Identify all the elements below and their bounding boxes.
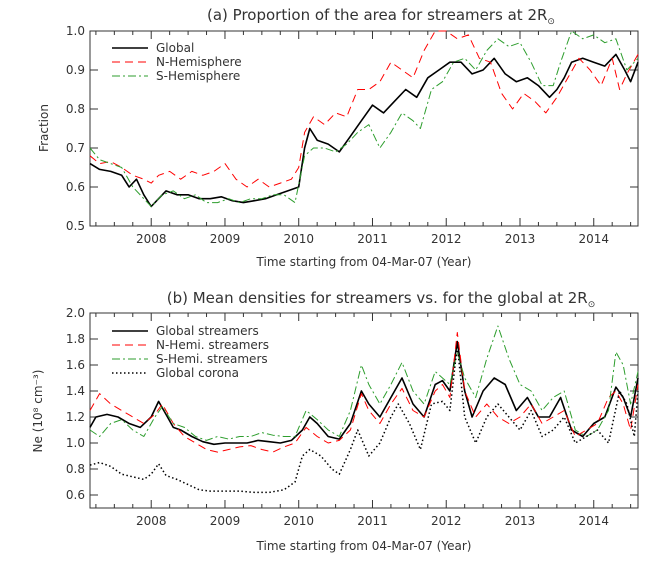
panel-a-xtick-label: 2010 (283, 232, 314, 246)
panel-a-ytick-label: 0.5 (66, 219, 85, 233)
panel-a-xtick-label: 2008 (136, 232, 167, 246)
panel-a-ytick-label: 0.8 (66, 102, 85, 116)
panel-a-ytick-label: 0.7 (66, 141, 85, 155)
panel-b-title: (b) Mean densities for streamers vs. for… (167, 289, 596, 310)
panel-a-xtick-label: 2011 (357, 232, 388, 246)
panel-b-series-1-line (89, 340, 639, 446)
panel-b-xtick-label: 2012 (431, 514, 462, 528)
panel-a-ylabel: Fraction (37, 104, 51, 152)
panel-a-ytick-label: 0.9 (66, 63, 85, 77)
panel-b-series-4-line (89, 344, 639, 494)
panel-b-xlabel: Time starting from 04-Mar-07 (Year) (256, 539, 472, 553)
panel-a-frame (89, 30, 639, 227)
panel-b-ytick-label: 2.0 (66, 306, 85, 320)
panel-b-ytick-label: 1.4 (66, 384, 85, 398)
panel-a-xlabel: Time starting from 04-Mar-07 (Year) (256, 255, 472, 269)
panel-b-ytick-label: 1.2 (66, 410, 85, 424)
panel-a-ytick-label: 0.6 (66, 180, 85, 194)
panel-b-legend-label-3: S-Hemi. streamers (156, 352, 268, 366)
panel-a-legend-label-3: S-Hemisphere (156, 69, 240, 83)
panel-b-mean-densities: (b) Mean densities for streamers vs. for… (31, 289, 639, 553)
panel-a-legend-label-1: Global (156, 41, 194, 55)
panel-a-ytick-label: 1.0 (66, 24, 85, 38)
panel-b-legend-label-1: Global streamers (156, 324, 259, 338)
panel-b-legend-label-2: N-Hemi. streamers (156, 338, 269, 352)
panel-b-xtick-label: 2011 (357, 514, 388, 528)
panel-b-xtick-label: 2009 (210, 514, 241, 528)
panel-b-ytick-label: 1.6 (66, 358, 85, 372)
panel-a-area-fraction: (a) Proportion of the area for streamers… (37, 6, 639, 269)
panel-b-xtick-label: 2013 (505, 514, 536, 528)
panel-b-ytick-label: 1.0 (66, 436, 85, 450)
panel-b-ytick-label: 0.8 (66, 462, 85, 476)
panel-b-xtick-label: 2010 (283, 514, 314, 528)
panel-a-series-2-line (89, 30, 639, 188)
panel-a-xtick-label: 2009 (210, 232, 241, 246)
panel-b-legend-label-4: Global corona (156, 366, 239, 380)
panel-b-ylabel: Ne (10⁸ cm⁻³) (31, 370, 45, 453)
panel-b-xtick-label: 2008 (136, 514, 167, 528)
panel-a-legend-label-2: N-Hemisphere (156, 55, 242, 69)
panel-a-xtick-label: 2012 (431, 232, 462, 246)
panel-b-xtick-label: 2014 (578, 514, 609, 528)
panel-a-series-1-line (89, 53, 639, 208)
panel-b-series-2-line (89, 332, 639, 453)
panel-a-xtick-label: 2014 (578, 232, 609, 246)
panel-a-title: (a) Proportion of the area for streamers… (207, 6, 555, 27)
panel-b-series-3-line (89, 325, 639, 441)
panel-a-xtick-label: 2013 (505, 232, 536, 246)
panel-b-ytick-label: 0.6 (66, 488, 85, 502)
panel-b-ytick-label: 1.8 (66, 332, 85, 346)
